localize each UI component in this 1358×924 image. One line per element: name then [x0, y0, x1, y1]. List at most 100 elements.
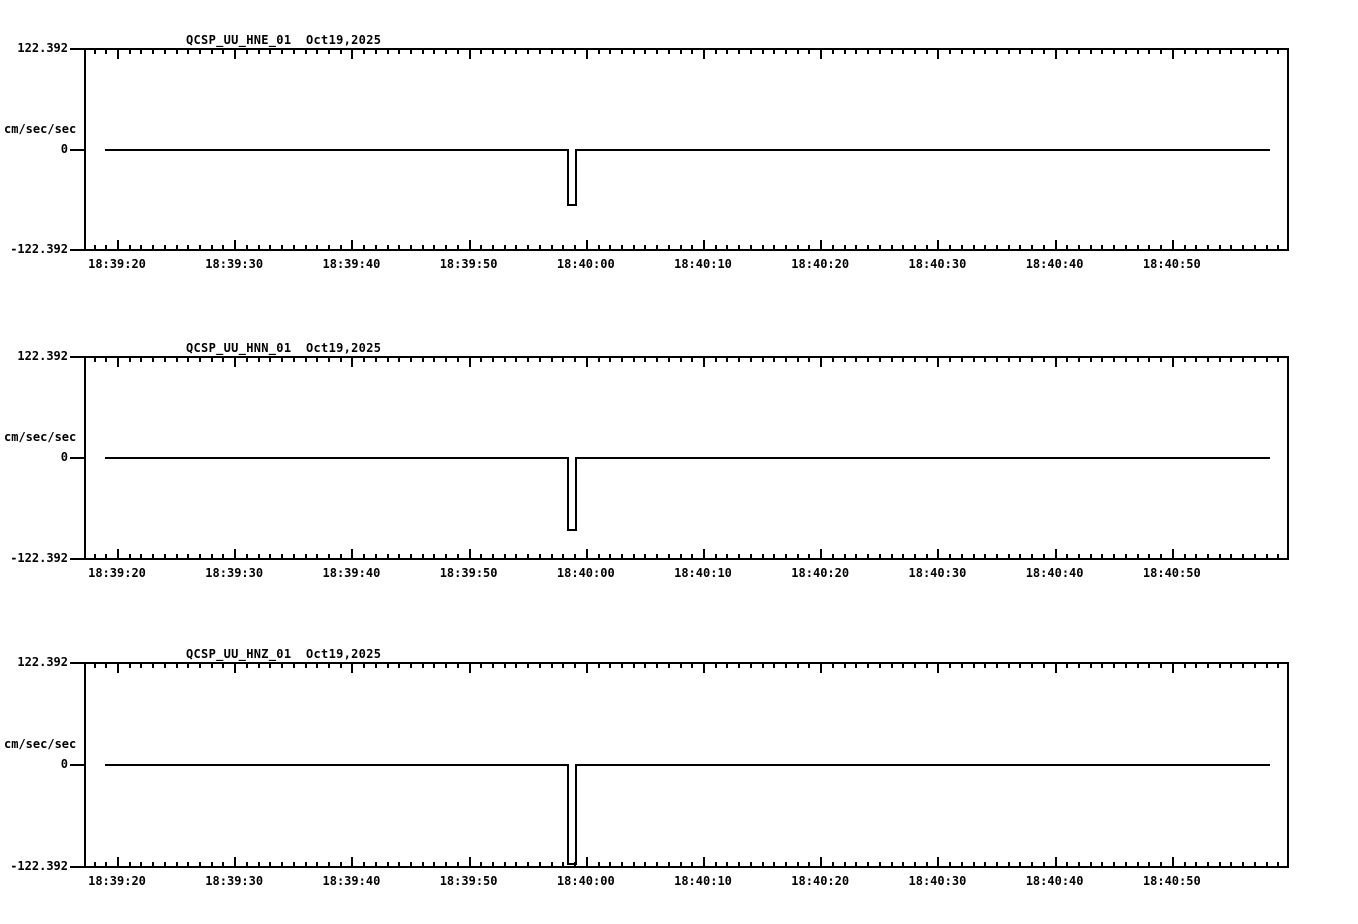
x-minor-tick-bottom: [480, 554, 482, 560]
x-minor-tick-bottom: [633, 554, 635, 560]
x-minor-tick-top: [1078, 356, 1080, 362]
x-minor-tick-top: [1277, 356, 1279, 362]
x-minor-tick-top: [164, 662, 166, 668]
x-minor-tick-bottom: [832, 862, 834, 868]
x-minor-tick-bottom: [1207, 862, 1209, 868]
x-axis-tick-label: 18:40:20: [791, 257, 850, 271]
x-minor-tick-bottom: [598, 862, 600, 868]
x-minor-tick-bottom: [211, 245, 213, 251]
x-minor-tick-top: [1137, 356, 1139, 362]
x-minor-tick-bottom: [422, 245, 424, 251]
x-minor-tick-bottom: [902, 554, 904, 560]
x-minor-tick-top: [269, 356, 271, 362]
x-minor-tick-bottom: [680, 554, 682, 560]
x-minor-tick-bottom: [140, 862, 142, 868]
x-minor-tick-top: [1266, 48, 1268, 54]
x-minor-tick-bottom: [808, 862, 810, 868]
x-minor-tick-bottom: [926, 554, 928, 560]
x-minor-tick-top: [750, 662, 752, 668]
x-minor-tick-bottom: [1066, 862, 1068, 868]
x-minor-tick-top: [1137, 48, 1139, 54]
x-axis-tick-label: 18:39:50: [439, 874, 498, 888]
x-minor-tick-top: [914, 356, 916, 362]
x-minor-tick-bottom: [644, 245, 646, 251]
x-minor-tick-bottom: [527, 554, 529, 560]
x-minor-tick-top: [762, 662, 764, 668]
x-minor-tick-bottom: [375, 245, 377, 251]
x-minor-tick-bottom: [1066, 554, 1068, 560]
x-axis-tick-label: 18:40:40: [1025, 566, 1084, 580]
y-tick-min: [70, 866, 84, 868]
x-minor-tick-top: [773, 356, 775, 362]
x-minor-tick-bottom: [94, 245, 96, 251]
x-minor-tick-top: [1113, 662, 1115, 668]
y-axis-units-label: cm/sec/sec: [4, 121, 77, 136]
x-minor-tick-bottom: [867, 862, 869, 868]
x-minor-tick-top: [222, 662, 224, 668]
x-minor-tick-bottom: [1031, 554, 1033, 560]
x-axis-tick-label: 18:40:30: [908, 566, 967, 580]
x-minor-tick-top: [1148, 356, 1150, 362]
x-minor-tick-bottom: [715, 554, 717, 560]
x-minor-tick-top: [187, 356, 189, 362]
x-minor-tick-top: [633, 662, 635, 668]
x-minor-tick-top: [1230, 662, 1232, 668]
x-minor-tick-bottom: [293, 862, 295, 868]
x-minor-tick-top: [844, 48, 846, 54]
x-minor-tick-top: [879, 662, 881, 668]
x-minor-tick-bottom: [680, 245, 682, 251]
x-minor-tick-bottom: [1008, 862, 1010, 868]
trace-pulse-down-stroke: [567, 764, 569, 864]
x-major-tick-top: [820, 356, 822, 367]
x-minor-tick-top: [797, 356, 799, 362]
x-minor-tick-bottom: [949, 554, 951, 560]
x-minor-tick-top: [996, 662, 998, 668]
x-minor-tick-bottom: [176, 554, 178, 560]
x-minor-tick-bottom: [140, 554, 142, 560]
x-minor-tick-top: [211, 356, 213, 362]
x-minor-tick-top: [691, 48, 693, 54]
x-minor-tick-top: [1195, 48, 1197, 54]
x-minor-tick-bottom: [1195, 862, 1197, 868]
x-minor-tick-top: [996, 48, 998, 54]
x-major-tick-bottom: [117, 240, 119, 251]
x-minor-tick-bottom: [691, 862, 693, 868]
x-minor-tick-bottom: [504, 862, 506, 868]
x-minor-tick-bottom: [140, 245, 142, 251]
x-minor-tick-top: [293, 356, 295, 362]
x-minor-tick-bottom: [832, 554, 834, 560]
x-minor-tick-top: [668, 356, 670, 362]
x-minor-tick-top: [1207, 48, 1209, 54]
x-minor-tick-top: [656, 356, 658, 362]
x-axis-tick-label: 18:39:30: [205, 874, 264, 888]
x-minor-tick-bottom: [94, 554, 96, 560]
x-major-tick-bottom: [937, 549, 939, 560]
x-axis-tick-label: 18:40:00: [556, 874, 615, 888]
x-minor-tick-bottom: [1125, 862, 1127, 868]
x-minor-tick-top: [1277, 662, 1279, 668]
x-axis-tick-label: 18:39:50: [439, 566, 498, 580]
x-minor-tick-top: [1230, 356, 1232, 362]
x-minor-tick-top: [949, 662, 951, 668]
plot-frame: [84, 48, 1289, 251]
x-minor-tick-bottom: [644, 862, 646, 868]
trace-pulse-up-stroke: [575, 148, 577, 206]
x-minor-tick-top: [246, 48, 248, 54]
x-minor-tick-top: [152, 662, 154, 668]
x-minor-tick-top: [281, 48, 283, 54]
x-major-tick-top: [351, 662, 353, 673]
x-minor-tick-top: [1078, 48, 1080, 54]
x-minor-tick-bottom: [926, 245, 928, 251]
x-minor-tick-top: [750, 356, 752, 362]
x-minor-tick-bottom: [258, 554, 260, 560]
x-minor-tick-bottom: [949, 862, 951, 868]
x-major-tick-top: [586, 356, 588, 367]
x-minor-tick-top: [762, 356, 764, 362]
x-minor-tick-top: [973, 356, 975, 362]
x-minor-tick-top: [504, 356, 506, 362]
x-minor-tick-bottom: [879, 245, 881, 251]
x-minor-tick-top: [598, 356, 600, 362]
x-minor-tick-top: [152, 356, 154, 362]
x-minor-tick-bottom: [1148, 245, 1150, 251]
x-minor-tick-top: [422, 48, 424, 54]
